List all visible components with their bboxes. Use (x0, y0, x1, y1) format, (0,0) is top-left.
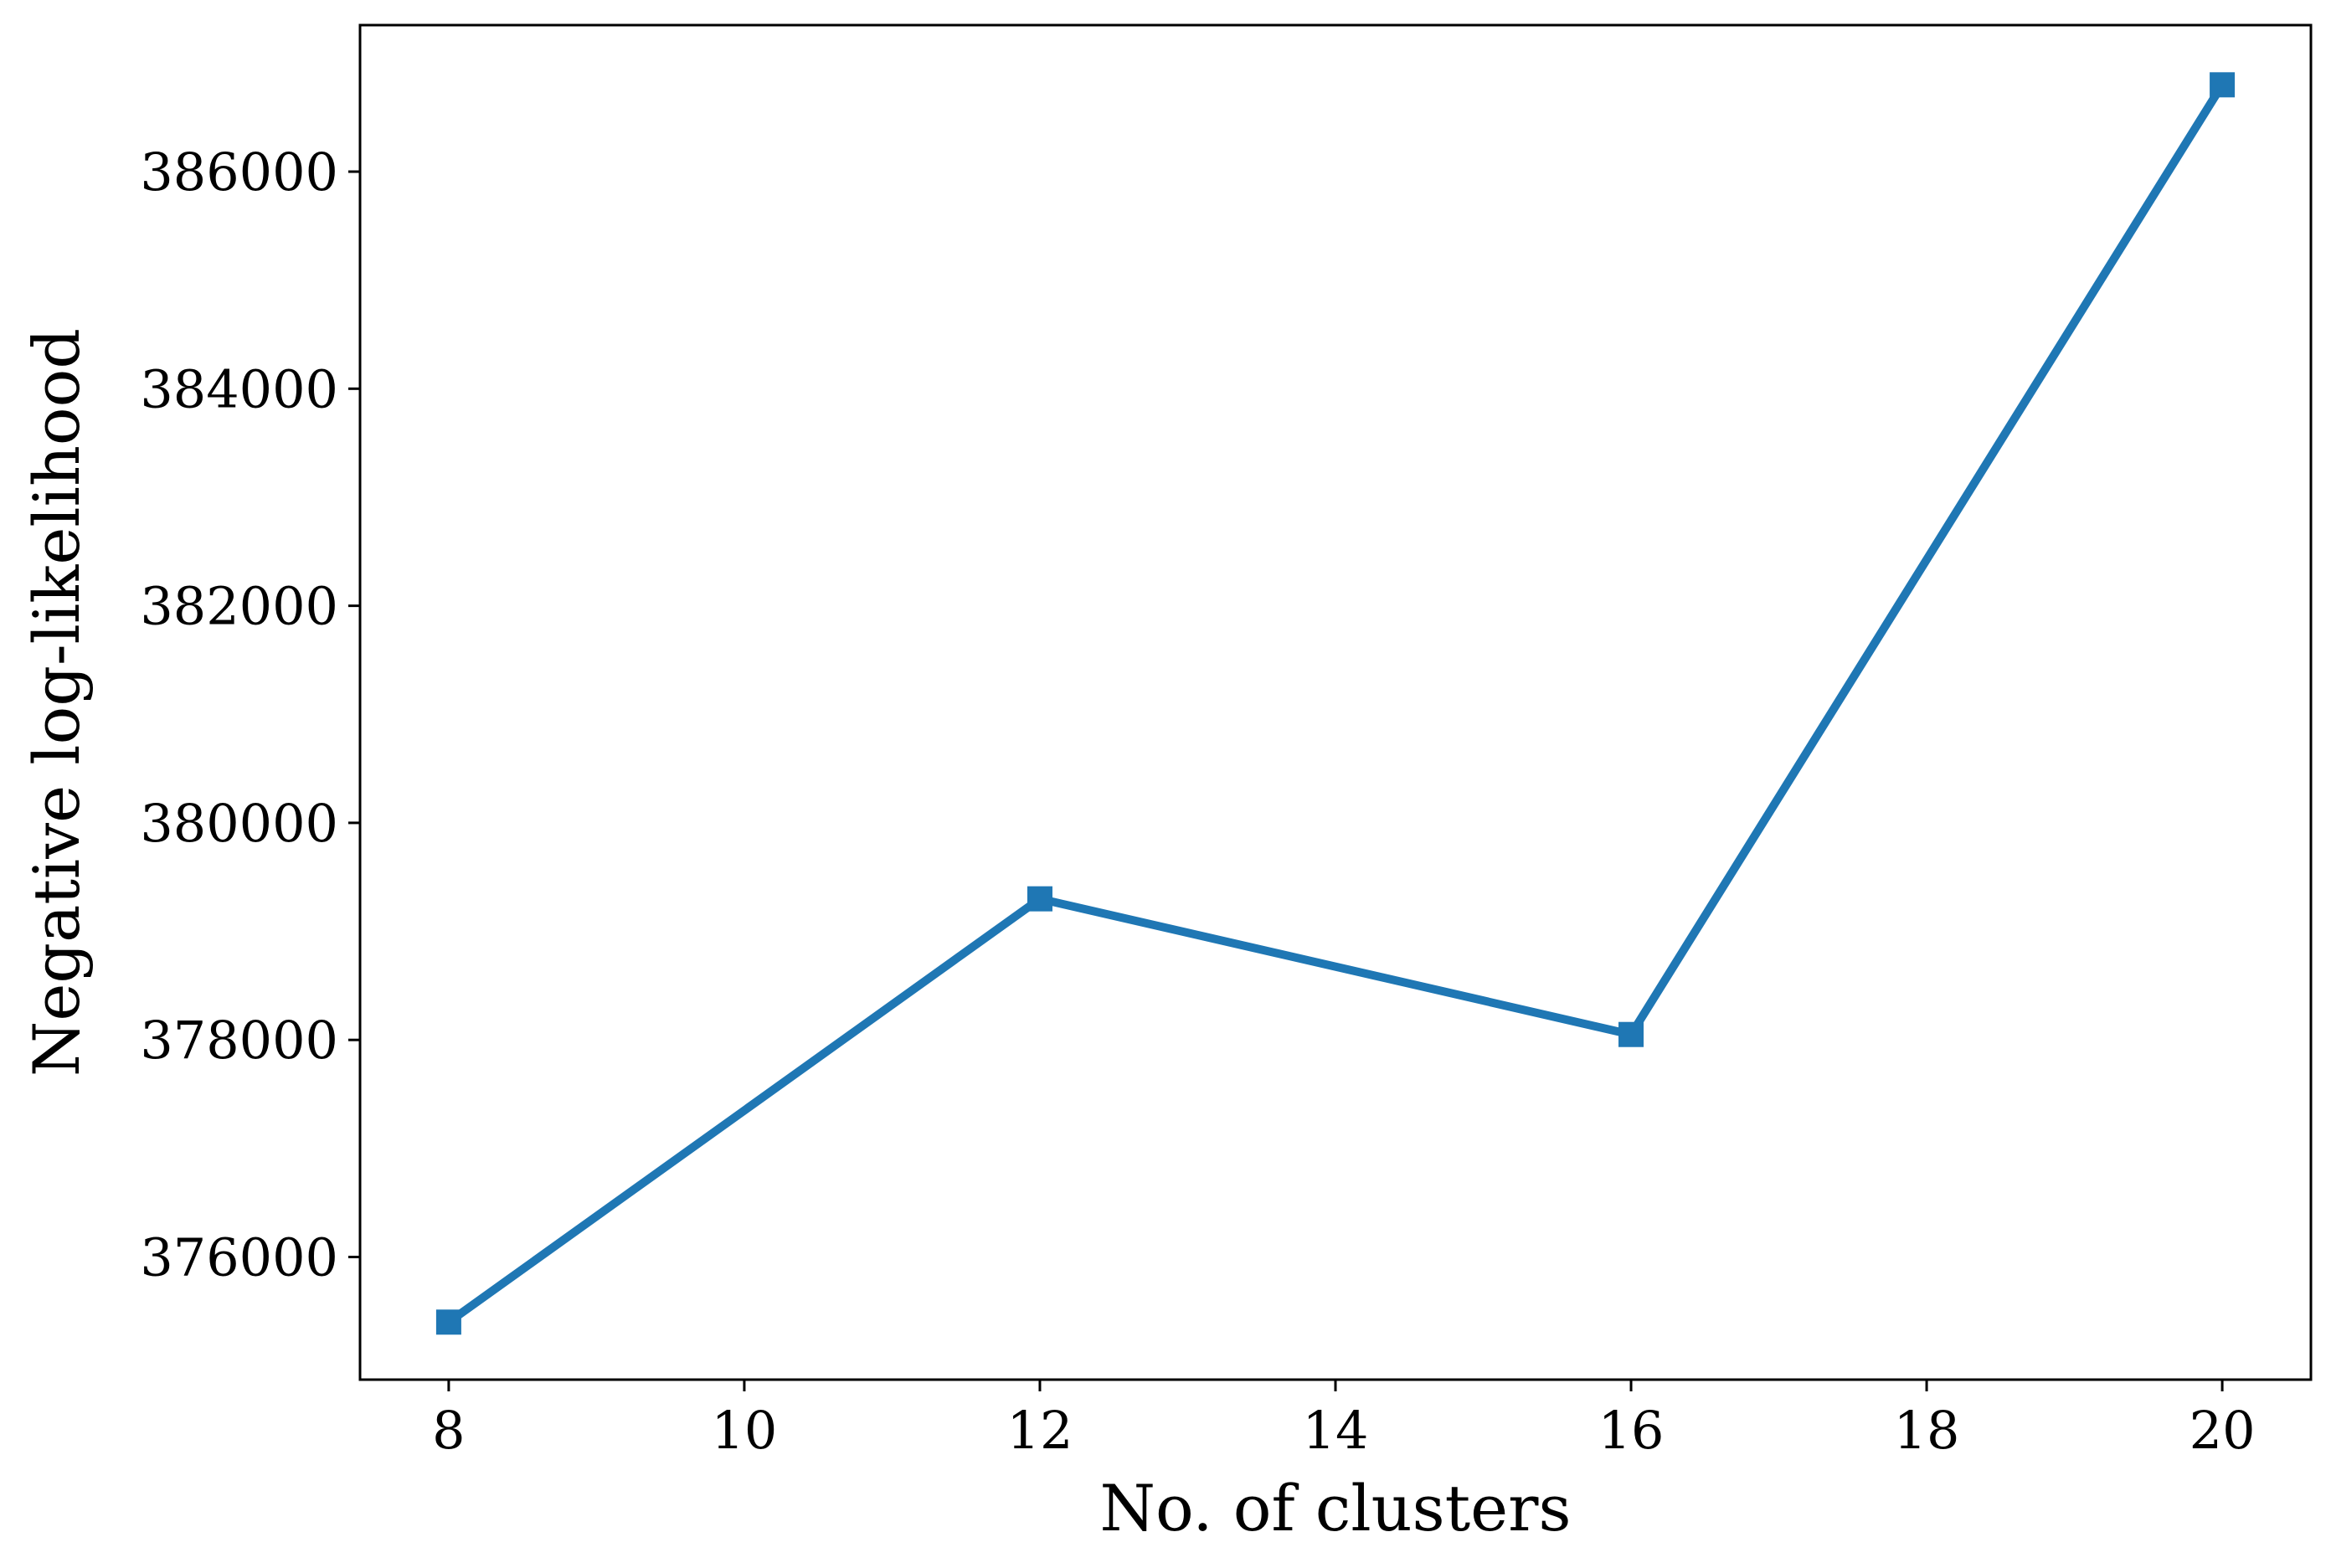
y-tick-label: 380000 (140, 793, 338, 854)
x-tick-label: 10 (711, 1400, 777, 1461)
x-axis: 8 10 12 14 16 18 20 (432, 1380, 2256, 1461)
x-tick-label: 16 (1598, 1400, 1665, 1461)
data-point-marker (2210, 72, 2236, 98)
data-point-marker (1027, 886, 1052, 912)
x-tick-label: 14 (1303, 1400, 1369, 1461)
x-axis-title: No. of clusters (1100, 1471, 1572, 1545)
y-tick-label: 376000 (140, 1226, 338, 1288)
data-point-marker (1618, 1021, 1644, 1047)
x-tick-label: 12 (1007, 1400, 1073, 1461)
y-tick-label: 382000 (140, 576, 338, 637)
x-tick-label: 20 (2189, 1400, 2256, 1461)
plot-area (435, 72, 2236, 1335)
series-line (444, 80, 2227, 1327)
x-tick-label: 18 (1894, 1400, 1960, 1461)
y-tick-label: 386000 (140, 141, 338, 203)
x-tick-label: 8 (432, 1400, 465, 1461)
data-point-marker (435, 1309, 461, 1335)
y-axis: 376000 378000 380000 382000 384000 386000 (140, 141, 360, 1288)
y-tick-label: 378000 (140, 1010, 338, 1071)
y-axis-title: Negative log-likelihood (19, 328, 94, 1077)
y-tick-label: 384000 (140, 358, 338, 419)
